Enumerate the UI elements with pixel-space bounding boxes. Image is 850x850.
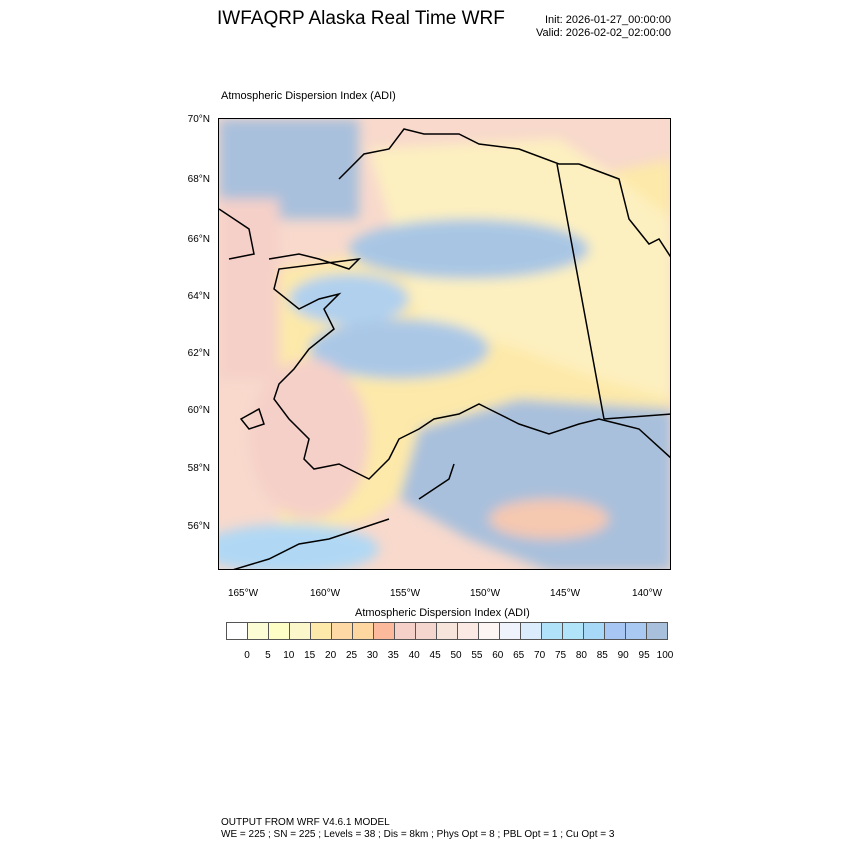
colorbar-swatch bbox=[521, 623, 542, 639]
page-title: IWFAQRP Alaska Real Time WRF bbox=[217, 8, 505, 29]
lon-label: 145°W bbox=[549, 588, 581, 599]
init-time: Init: 2026-01-27_00:00:00 bbox=[545, 14, 671, 26]
colorbar-label: 45 bbox=[429, 650, 441, 661]
colorbar-label: 85 bbox=[596, 650, 608, 661]
colorbar-swatch bbox=[605, 623, 626, 639]
colorbar-swatch bbox=[332, 623, 353, 639]
lat-label: 60°N bbox=[187, 405, 210, 416]
valid-time: Valid: 2026-02-02_02:00:00 bbox=[536, 27, 671, 39]
colorbar-label: 25 bbox=[345, 650, 358, 661]
colorbar-label: 5 bbox=[265, 650, 271, 661]
adi-map bbox=[218, 118, 671, 570]
colorbar-label: 15 bbox=[304, 650, 316, 661]
plot-subtitle: Atmospheric Dispersion Index (ADI) bbox=[221, 90, 396, 102]
lat-label: 64°N bbox=[187, 291, 210, 302]
colorbar-swatch bbox=[542, 623, 563, 639]
colorbar-swatch bbox=[311, 623, 332, 639]
lon-label: 150°W bbox=[469, 588, 501, 599]
colorbar-swatch bbox=[290, 623, 311, 639]
colorbar-swatch bbox=[395, 623, 416, 639]
colorbar-swatch bbox=[248, 623, 269, 639]
colorbar-label: 100 bbox=[656, 650, 674, 661]
lat-label: 70°N bbox=[187, 114, 210, 125]
colorbar-swatch bbox=[584, 623, 605, 639]
colorbar-label: 70 bbox=[534, 650, 546, 661]
colorbar-label: 75 bbox=[554, 650, 567, 661]
colorbar-swatch bbox=[227, 623, 248, 639]
colorbar-swatch bbox=[647, 623, 667, 639]
colorbar-label: 55 bbox=[471, 650, 483, 661]
lon-label: 165°W bbox=[227, 588, 259, 599]
colorbar-swatch bbox=[479, 623, 500, 639]
map-canvas bbox=[219, 119, 670, 569]
lat-label: 62°N bbox=[187, 348, 210, 359]
colorbar-swatch bbox=[374, 623, 395, 639]
colorbar-title: Atmospheric Dispersion Index (ADI) bbox=[355, 607, 530, 619]
colorbar-swatch bbox=[626, 623, 647, 639]
lat-label: 66°N bbox=[187, 234, 210, 245]
footer-model: OUTPUT FROM WRF V4.6.1 MODEL bbox=[221, 817, 390, 828]
colorbar-swatch bbox=[563, 623, 584, 639]
colorbar-swatch bbox=[269, 623, 290, 639]
colorbar-label: 20 bbox=[325, 650, 337, 661]
colorbar-label: 30 bbox=[366, 650, 378, 661]
colorbar-label: 10 bbox=[283, 650, 295, 661]
colorbar-swatch bbox=[416, 623, 437, 639]
colorbar-label: 0 bbox=[244, 650, 250, 661]
colorbar-label: 65 bbox=[513, 650, 525, 661]
lat-label: 68°N bbox=[187, 174, 210, 185]
lon-label: 160°W bbox=[309, 588, 341, 599]
lon-label: 155°W bbox=[389, 588, 421, 599]
footer-config: WE = 225 ; SN = 225 ; Levels = 38 ; Dis … bbox=[221, 829, 615, 840]
coastline bbox=[219, 128, 670, 569]
colorbar-swatch bbox=[500, 623, 521, 639]
colorbar-swatch bbox=[353, 623, 374, 639]
colorbar-label: 95 bbox=[638, 650, 650, 661]
colorbar-label: 35 bbox=[387, 650, 399, 661]
colorbar-label: 40 bbox=[408, 650, 420, 661]
colorbar-label: 90 bbox=[617, 650, 629, 661]
colorbar-swatch bbox=[458, 623, 479, 639]
colorbar-label: 60 bbox=[492, 650, 504, 661]
colorbar-label: 80 bbox=[575, 650, 587, 661]
colorbar bbox=[226, 622, 668, 640]
lat-label: 56°N bbox=[187, 521, 210, 532]
colorbar-swatch bbox=[437, 623, 458, 639]
colorbar-label: 50 bbox=[450, 650, 462, 661]
adi-field bbox=[219, 119, 670, 569]
lat-label: 58°N bbox=[187, 463, 210, 474]
lon-label: 140°W bbox=[631, 588, 663, 599]
